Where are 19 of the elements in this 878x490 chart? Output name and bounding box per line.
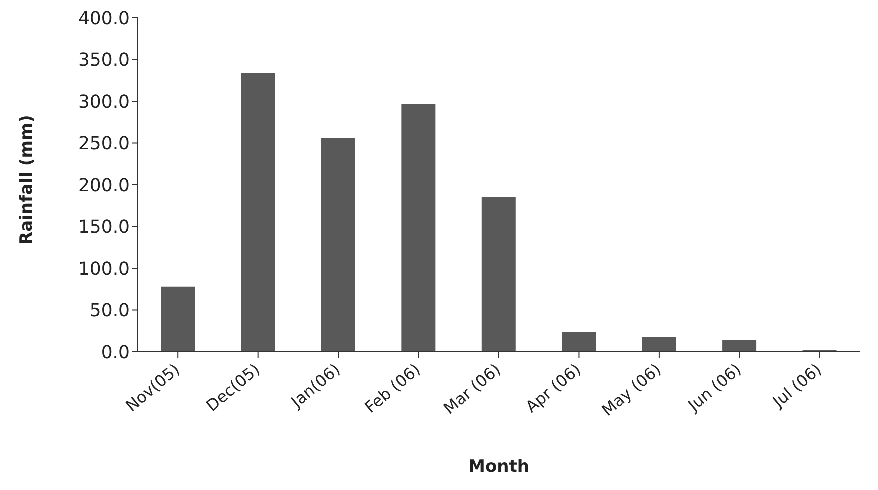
bar [402, 104, 436, 352]
bar [241, 73, 276, 352]
bar [321, 138, 356, 352]
bar [161, 286, 195, 352]
y-tick-label: 350.0 [78, 50, 130, 72]
bar [562, 332, 596, 352]
y-tick-label: 150.0 [78, 217, 130, 238]
x-axis-title: Month [468, 457, 530, 477]
y-tick-label: 300.0 [78, 92, 130, 113]
y-tick-label: 200.0 [78, 175, 130, 196]
y-tick-label: 0.0 [101, 342, 130, 364]
bar [482, 198, 516, 352]
y-tick-label: 100.0 [78, 258, 130, 280]
y-tick-label: 400.0 [78, 8, 130, 30]
bar [722, 340, 757, 352]
y-tick-label: 250.0 [78, 134, 130, 155]
y-axis-title: Rainfall (mm) [17, 115, 38, 245]
y-tick-label: 50.0 [90, 300, 130, 322]
bar [642, 336, 676, 352]
